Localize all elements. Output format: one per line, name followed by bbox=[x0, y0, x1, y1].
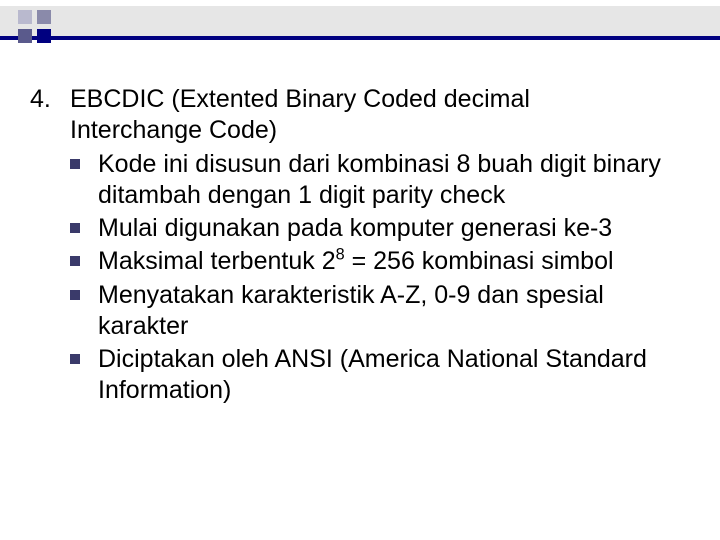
heading-text: EBCDIC (Extented Binary Coded decimal In… bbox=[70, 84, 690, 147]
bullet-text: Kode ini disusun dari kombinasi 8 buah d… bbox=[98, 149, 690, 212]
list-item: Maksimal terbentuk 28 = 256 kombinasi si… bbox=[70, 246, 690, 277]
list-item: Kode ini disusun dari kombinasi 8 buah d… bbox=[70, 149, 690, 212]
slide-content: 4. EBCDIC (Extented Binary Coded decimal… bbox=[30, 84, 690, 409]
heading: 4. EBCDIC (Extented Binary Coded decimal… bbox=[30, 84, 690, 147]
bullet-text: Menyatakan karakteristik A-Z, 0-9 dan sp… bbox=[98, 280, 690, 343]
bullet-text: Mulai digunakan pada komputer generasi k… bbox=[98, 213, 690, 244]
accent-square bbox=[18, 10, 32, 24]
superscript: 8 bbox=[336, 246, 345, 264]
accent-square bbox=[37, 10, 51, 24]
bullet-icon bbox=[70, 246, 98, 266]
accent-squares bbox=[18, 10, 51, 43]
heading-line-1: EBCDIC (Extented Binary Coded decimal bbox=[70, 85, 530, 113]
bullet-text: Diciptakan oleh ANSI (America National S… bbox=[98, 344, 690, 407]
bullet-icon bbox=[70, 149, 98, 169]
bullet-text: Maksimal terbentuk 28 = 256 kombinasi si… bbox=[98, 246, 690, 277]
bullet-icon bbox=[70, 280, 98, 300]
accent-square bbox=[18, 29, 32, 43]
accent-bar bbox=[0, 6, 720, 36]
list-item: Mulai digunakan pada komputer generasi k… bbox=[70, 213, 690, 244]
accent-square bbox=[37, 29, 51, 43]
heading-number: 4. bbox=[30, 84, 70, 147]
bullet-icon bbox=[70, 213, 98, 233]
heading-line-2: Interchange Code) bbox=[70, 116, 277, 144]
bullet-list: Kode ini disusun dari kombinasi 8 buah d… bbox=[70, 149, 690, 407]
bullet-icon bbox=[70, 344, 98, 364]
accent-underline bbox=[0, 36, 720, 40]
list-item: Diciptakan oleh ANSI (America National S… bbox=[70, 344, 690, 407]
list-item: Menyatakan karakteristik A-Z, 0-9 dan sp… bbox=[70, 280, 690, 343]
